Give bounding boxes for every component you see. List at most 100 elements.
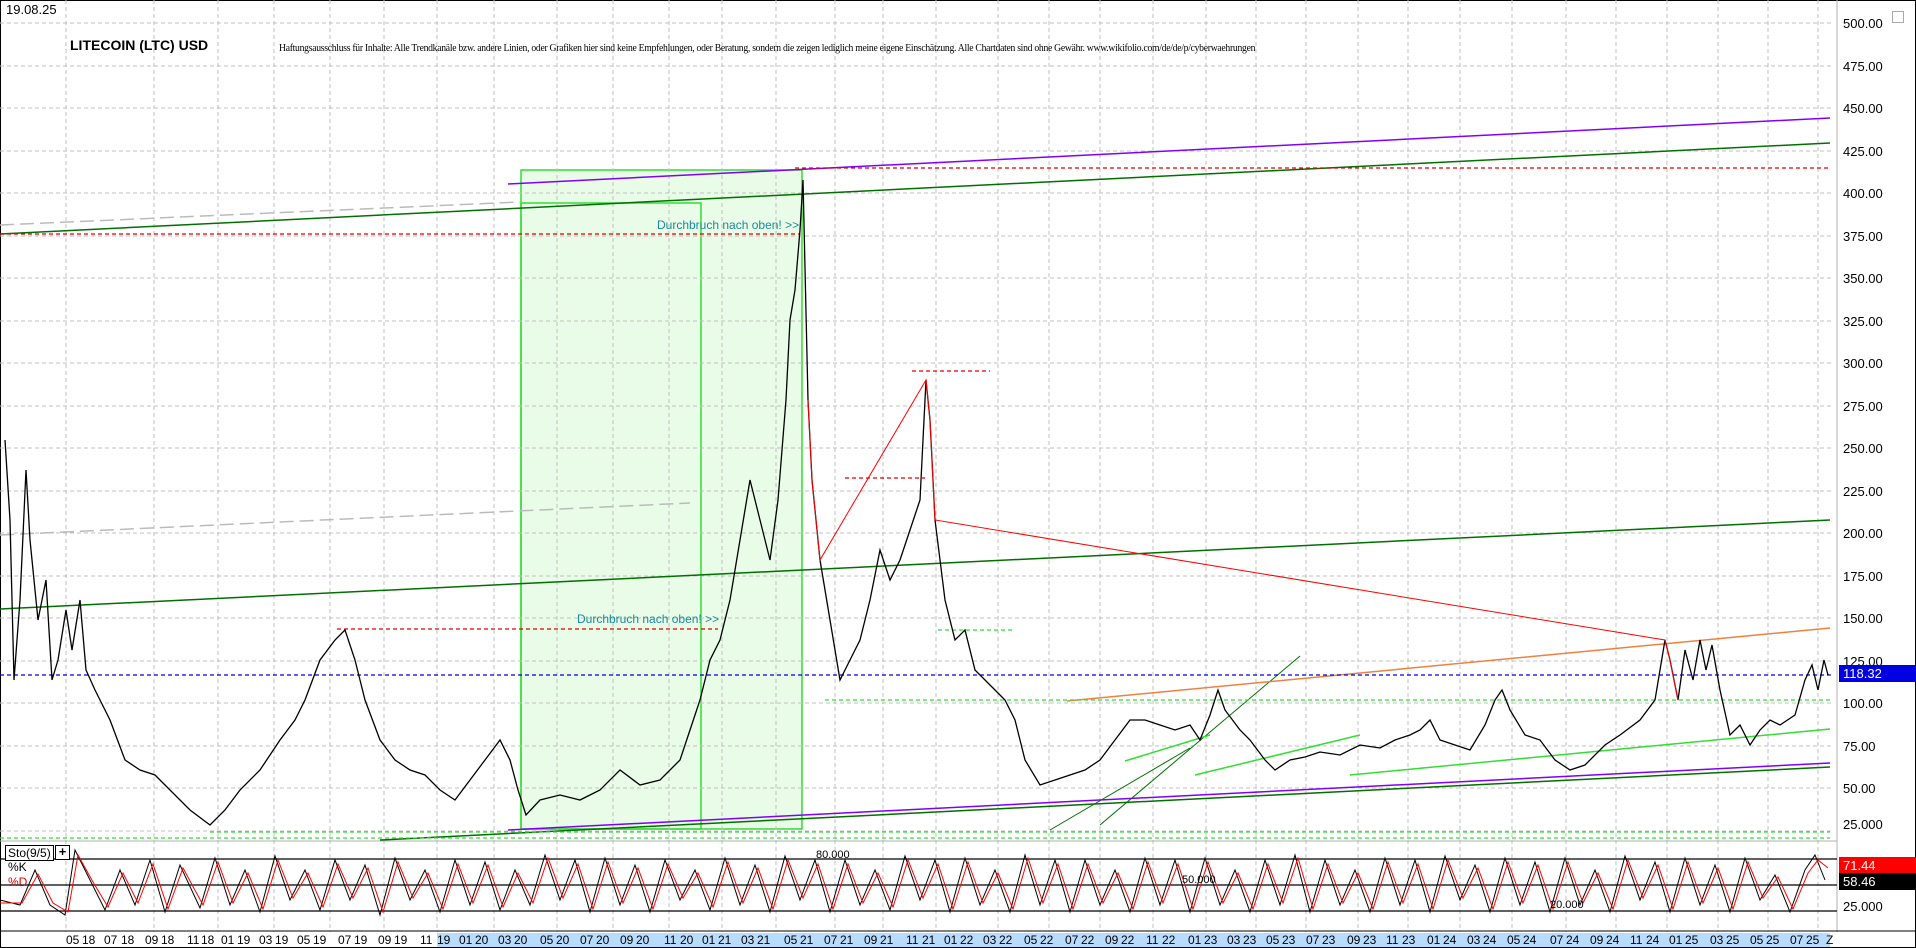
price-series-line <box>4 179 1829 826</box>
x-tick: 21 <box>757 933 771 947</box>
add-indicator-plus-icon[interactable]: + <box>55 845 70 860</box>
x-tick: 25 <box>1806 933 1820 947</box>
x-tick: 22 <box>1081 933 1095 947</box>
x-tick: 01 <box>1427 933 1441 947</box>
x-tick: 23 <box>1363 933 1377 947</box>
x-tick: 09 <box>620 933 634 947</box>
x-tick: 23 <box>1204 933 1218 947</box>
x-tick: 05 <box>1024 933 1038 947</box>
time-axis[interactable]: 05 18 07 18 09 18 11 18 01 19 03 19 05 19 07 19 … <box>0 932 1916 947</box>
sto-level-20-label: 20.000 <box>1550 899 1584 911</box>
sto-k-line <box>0 848 1826 917</box>
x-tick: 22 <box>1121 933 1135 947</box>
y-tick-450: 450.00 <box>1843 101 1883 116</box>
dark-green-channel-top <box>0 142 1831 235</box>
x-tick: 21 <box>840 933 854 947</box>
x-tick: 20 <box>514 933 528 947</box>
x-tick: 05 <box>1507 933 1521 947</box>
x-tick: 05 <box>66 933 80 947</box>
x-tick: 03 <box>1227 933 1241 947</box>
x-tick: 01 <box>944 933 958 947</box>
purple-channel-bottom <box>507 762 1831 831</box>
y-tick-425: 425.00 <box>1843 144 1883 159</box>
sto-k-legend: %K <box>8 860 27 874</box>
y-tick-375: 375.00 <box>1843 229 1883 244</box>
stochastic-indicator-label[interactable]: Sto(9/5) <box>5 845 54 861</box>
x-tick: 09 <box>1590 933 1604 947</box>
x-tick: 11 <box>420 933 433 947</box>
sto-level-80-label: 80.000 <box>816 849 850 861</box>
x-tick: 18 <box>121 933 135 947</box>
x-tick: 21 <box>922 933 936 947</box>
y-tick-175: 175.00 <box>1843 569 1883 584</box>
x-tick: 22 <box>960 933 974 947</box>
x-tick: 25 <box>1685 933 1699 947</box>
x-tick: 03 <box>259 933 273 947</box>
x-tick: 19 <box>437 933 451 947</box>
purple-channel-top <box>507 117 1831 185</box>
x-tick: 11 <box>1630 933 1643 947</box>
x-tick: 23 <box>1322 933 1336 947</box>
x-tick: 07 <box>580 933 594 947</box>
x-tick: 21 <box>800 933 814 947</box>
gray-trendline-upper <box>0 201 521 226</box>
x-tick: 22 <box>1162 933 1176 947</box>
y-tick-400: 400.00 <box>1843 186 1883 201</box>
x-tick: 01 <box>1669 933 1683 947</box>
x-tick: 22 <box>999 933 1013 947</box>
x-tick: 07 <box>1306 933 1320 947</box>
x-tick: 07 <box>338 933 352 947</box>
sto-axis-25: 25.000 <box>1843 899 1883 914</box>
dark-green-channel-bottom <box>379 766 1831 841</box>
x-tick: 07 <box>1790 933 1804 947</box>
x-tick-end-marker: Z <box>1826 933 1834 947</box>
x-tick: 11 <box>187 933 200 947</box>
x-tick: 03 <box>741 933 755 947</box>
x-tick: 18 <box>161 933 175 947</box>
y-tick-75: 75.00 <box>1843 739 1876 754</box>
dark-green-channel-mid <box>0 519 1831 610</box>
price-series-down-segments <box>807 378 1679 701</box>
x-tick: 09 <box>1105 933 1119 947</box>
light-green-support-1 <box>1124 734 1211 762</box>
y-tick-350: 350.00 <box>1843 271 1883 286</box>
collapse-pane-icon[interactable] <box>1892 11 1904 23</box>
y-tick-50: 50.00 <box>1843 781 1876 796</box>
x-tick: 07 <box>104 933 118 947</box>
y-tick-25: 25.000 <box>1843 817 1883 832</box>
x-tick: 05 <box>784 933 798 947</box>
sto-level-50-label: 50.000 <box>1182 874 1216 886</box>
x-tick: 11 <box>1386 933 1399 947</box>
x-tick: 01 <box>459 933 473 947</box>
y-tick-275: 275.00 <box>1843 399 1883 414</box>
x-tick: 18 <box>201 933 215 947</box>
y-tick-200: 200.00 <box>1843 526 1883 541</box>
x-tick: 11 <box>664 933 677 947</box>
x-tick: 18 <box>82 933 96 947</box>
breakout-annotation-lower: Durchbruch nach oben! >> <box>577 612 720 626</box>
x-tick: 19 <box>275 933 289 947</box>
x-tick: 05 <box>540 933 554 947</box>
y-tick-100: 100.00 <box>1843 696 1883 711</box>
x-tick: 20 <box>596 933 610 947</box>
x-tick: 07 <box>1065 933 1079 947</box>
x-tick: 23 <box>1282 933 1296 947</box>
x-tick: 22 <box>1040 933 1054 947</box>
x-tick: 24 <box>1443 933 1457 947</box>
x-tick: 09 <box>1347 933 1361 947</box>
x-tick: 05 <box>297 933 311 947</box>
x-tick: 20 <box>556 933 570 947</box>
x-tick: 01 <box>221 933 235 947</box>
light-green-support-2 <box>1194 734 1361 776</box>
x-tick: 01 <box>1188 933 1202 947</box>
x-tick: 25 <box>1766 933 1780 947</box>
x-tick: 07 <box>824 933 838 947</box>
x-tick: 20 <box>636 933 650 947</box>
y-tick-150: 150.00 <box>1843 611 1883 626</box>
y-tick-325: 325.00 <box>1843 314 1883 329</box>
x-tick: 21 <box>880 933 894 947</box>
sto-d-line <box>0 853 1829 914</box>
x-tick: 20 <box>475 933 489 947</box>
time-axis-selection-highlight <box>437 933 1830 947</box>
